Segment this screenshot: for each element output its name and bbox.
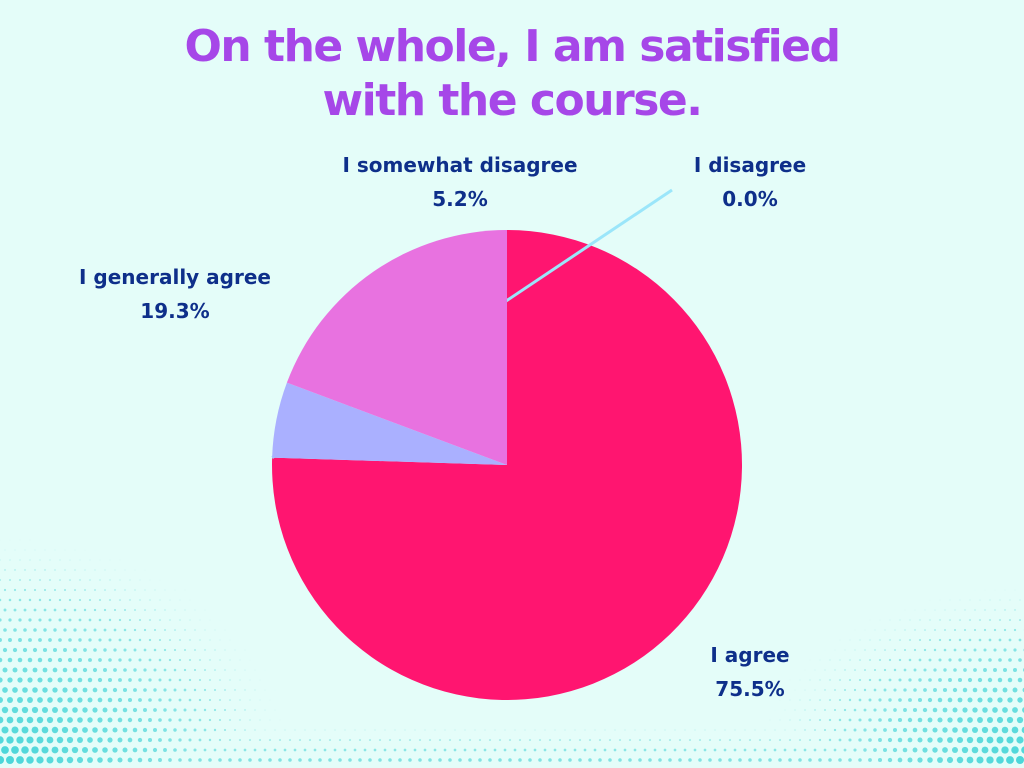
- label-i-disagree-name: I disagree: [693, 153, 807, 177]
- pie-slice-i-somewhat-disagree: [272, 382, 507, 465]
- label-i-disagree: I disagree 0.0%: [650, 148, 850, 216]
- label-i-somewhat-disagree: I somewhat disagree 5.2%: [320, 148, 600, 216]
- label-i-agree: I agree 75.5%: [660, 638, 840, 706]
- label-i-generally-agree-name: I generally agree: [79, 265, 271, 289]
- pie-slice-i-generally-agree: [286, 230, 507, 465]
- label-i-agree-value: 75.5%: [715, 677, 785, 701]
- label-i-somewhat-disagree-name: I somewhat disagree: [342, 153, 578, 177]
- label-i-somewhat-disagree-value: 5.2%: [432, 187, 488, 211]
- chart-title-line-1: On the whole, I am satisfied: [184, 21, 841, 72]
- label-i-disagree-value: 0.0%: [722, 187, 778, 211]
- pie-slice-i-agree: [272, 230, 743, 700]
- label-i-agree-name: I agree: [710, 643, 790, 667]
- chart-title: On the whole, I am satisfied with the co…: [112, 20, 912, 128]
- label-i-generally-agree: I generally agree 19.3%: [55, 260, 295, 328]
- label-i-generally-agree-value: 19.3%: [140, 299, 210, 323]
- chart-title-line-2: with the course.: [322, 75, 703, 126]
- halftone-dots-group: [0, 539, 1024, 765]
